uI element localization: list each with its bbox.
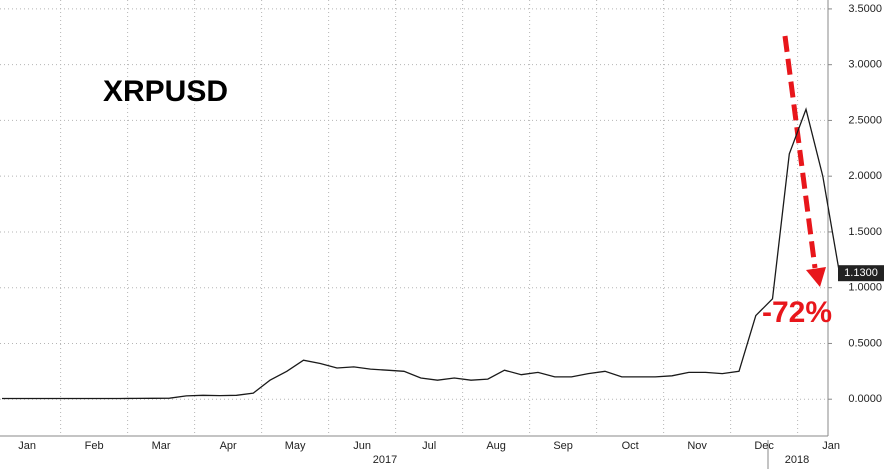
y-tick-label: 1.0000 [848, 282, 882, 294]
x-tick-label: Aug [486, 440, 506, 452]
x-tick-label: Jul [422, 440, 436, 452]
x-tick-label: Jan [18, 440, 36, 452]
y-tick-label: 0.5000 [848, 337, 882, 349]
chart-title: XRPUSD [103, 75, 228, 108]
last-price-label: 1.1300 [844, 267, 878, 279]
x-tick-label: Nov [687, 440, 707, 452]
x-tick-label: May [285, 440, 306, 452]
y-tick-label: 2.5000 [848, 114, 882, 126]
x-tick-label: Apr [220, 440, 237, 452]
x-tick-label: Oct [622, 440, 639, 452]
x-tick-label: Jun [353, 440, 371, 452]
x-tick-label: Sep [553, 440, 573, 452]
y-tick-label: 2.0000 [848, 170, 882, 182]
arrow-head [806, 267, 826, 287]
x-tick-label: Jan [822, 440, 840, 452]
annotation: -72% [762, 296, 832, 329]
arrow-shaft [782, 35, 818, 269]
x-tick-label: Dec [754, 440, 774, 452]
year-label: 2017 [373, 454, 397, 466]
y-tick-label: 3.0000 [848, 59, 882, 71]
x-tick-label: Feb [85, 440, 104, 452]
y-tick-label: 1.5000 [848, 226, 882, 238]
y-tick-label: 0.0000 [848, 393, 882, 405]
price-line [2, 107, 841, 400]
x-tick-label: Mar [152, 440, 171, 452]
year-label: 2018 [785, 454, 809, 466]
last-price-box [838, 265, 884, 282]
y-tick-label: 3.5000 [848, 3, 882, 15]
plot-area [0, 0, 828, 436]
